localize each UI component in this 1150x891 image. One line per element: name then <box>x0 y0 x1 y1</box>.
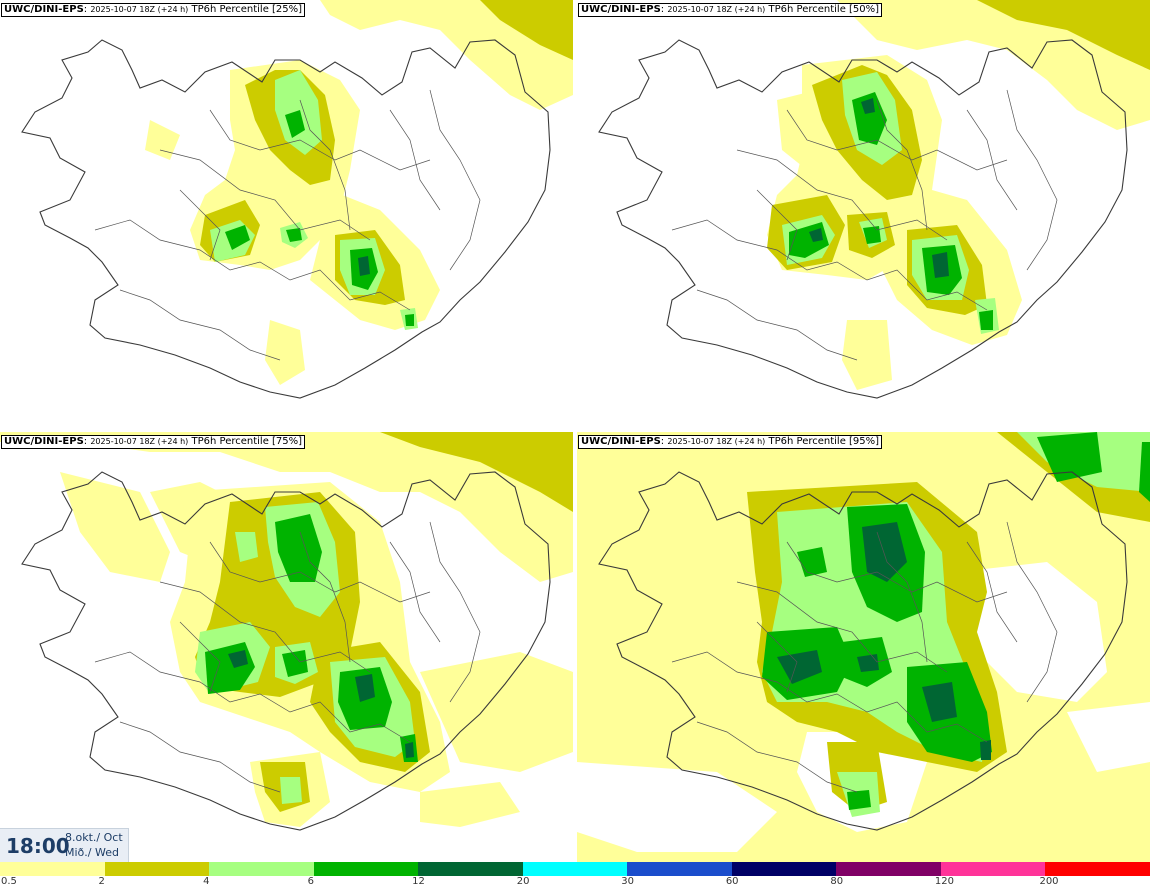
product-label: TP6h Percentile [50%] <box>768 4 880 15</box>
colorbar-segment <box>522 862 628 876</box>
panel-title: UWC/DINI-EPS: 2025-10-07 18Z (+24 h) TP6… <box>1 3 306 17</box>
colorbar-tick-label: 80 <box>830 876 844 887</box>
model-name: UWC/DINI-EPS <box>4 4 84 15</box>
valid-day: Mið./ Wed <box>65 846 119 859</box>
precip-map-p75 <box>0 432 573 831</box>
model-name: UWC/DINI-EPS <box>4 436 84 447</box>
colorbar-tick-label: 12 <box>412 876 425 887</box>
valid-time: 18:00 <box>6 834 70 858</box>
colorbar-segment <box>209 862 314 876</box>
run-timestamp: 2025-10-07 18Z (+24 h) <box>90 5 189 14</box>
colorbar <box>0 862 1150 876</box>
precip-map-p25 <box>21 0 573 399</box>
colorbar-segment <box>104 862 210 876</box>
colorbar-tick-label: 2 <box>98 876 105 887</box>
panel-title: UWC/DINI-EPS: 2025-10-07 18Z (+24 h) TP6… <box>578 435 883 449</box>
map-panel-p95: UWC/DINI-EPS: 2025-10-07 18Z (+24 h) TP6… <box>577 432 1150 862</box>
panel-title: UWC/DINI-EPS: 2025-10-07 18Z (+24 h) TP6… <box>1 435 306 449</box>
colorbar-segment <box>418 862 523 876</box>
colorbar-segment <box>0 862 105 876</box>
colorbar-segment <box>1045 862 1150 876</box>
colorbar-segment <box>627 862 732 876</box>
colorbar-segment <box>940 862 1046 876</box>
run-timestamp: 2025-10-07 18Z (+24 h) <box>667 5 766 14</box>
map-panel-p75: UWC/DINI-EPS: 2025-10-07 18Z (+24 h) TP6… <box>0 432 573 860</box>
colorbar-tick-label: 120 <box>934 876 954 887</box>
colorbar-tick-label: 6 <box>307 876 314 887</box>
colorbar-tick-label: 4 <box>203 876 210 887</box>
colorbar-tick-label: 200 <box>1039 876 1059 887</box>
product-label: TP6h Percentile [25%] <box>191 4 303 15</box>
run-timestamp: 2025-10-07 18Z (+24 h) <box>667 437 766 446</box>
product-label: TP6h Percentile [95%] <box>768 436 880 447</box>
colorbar-segment <box>731 862 837 876</box>
colorbar-tick-label: 0.5 <box>1 876 17 887</box>
run-timestamp: 2025-10-07 18Z (+24 h) <box>90 437 189 446</box>
product-label: TP6h Percentile [75%] <box>191 436 303 447</box>
colorbar-segment <box>313 862 419 876</box>
panel-title: UWC/DINI-EPS: 2025-10-07 18Z (+24 h) TP6… <box>578 3 883 17</box>
model-name: UWC/DINI-EPS <box>581 4 661 15</box>
precip-map-p95 <box>577 432 1150 862</box>
map-panel-p50: UWC/DINI-EPS: 2025-10-07 18Z (+24 h) TP6… <box>577 0 1150 428</box>
colorbar-tick-label: 20 <box>516 876 530 887</box>
colorbar-segment <box>836 862 941 876</box>
map-panel-p25: UWC/DINI-EPS: 2025-10-07 18Z (+24 h) TP6… <box>0 0 573 428</box>
valid-date: 8.okt./ Oct <box>65 831 123 844</box>
valid-time-box: 18:00 8.okt./ Oct Mið./ Wed <box>0 828 129 863</box>
model-name: UWC/DINI-EPS <box>581 436 661 447</box>
precip-map-p50 <box>598 0 1150 399</box>
colorbar-tick-label: 60 <box>725 876 739 887</box>
panel-divider-horizontal <box>0 428 1150 432</box>
colorbar-tick-label: 30 <box>621 876 634 887</box>
